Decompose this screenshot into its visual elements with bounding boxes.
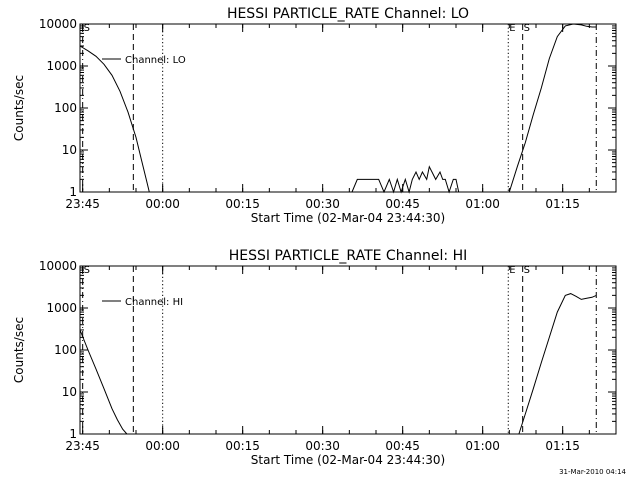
panel-2-x-tick-label: 01:15 [545,439,580,453]
panel-1-y-tick-label: 1 [69,185,77,199]
footer-timestamp: 31-Mar-2010 04:14 [559,468,626,476]
panel-1-legend-entry: Channel: LO [125,55,186,66]
panel-2-event-marker-label: S [84,265,90,276]
panel-2-y-tick-label: 10 [62,385,77,399]
panel-1-event-marker-label: S [84,23,90,34]
panel-2-series-line [518,293,597,435]
panel-1-title: HESSI PARTICLE_RATE Channel: LO [227,6,469,22]
panel-2-series-line [79,329,128,435]
panel-2-x-tick-label: 01:00 [465,439,500,453]
panel-1-series-line [508,23,597,193]
panel-1-x-axis-label: Start Time (02-Mar-04 23:44:30) [251,211,445,225]
panel-2-y-tick-label: 10000 [39,259,77,273]
panel-2-event-marker-label: S [524,265,530,276]
panel-2-y-tick-label: 100 [54,343,77,357]
panel-2-x-tick-label: 00:00 [145,439,180,453]
panel-1-x-tick-label: 00:30 [305,197,340,211]
panel-2-x-tick-label: 00:15 [225,439,260,453]
panel-2-title: HESSI PARTICLE_RATE Channel: HI [229,248,467,264]
panel-1-y-tick-label: 100 [54,101,77,115]
panel-1-x-tick-label: 00:45 [385,197,420,211]
panel-1-y-tick-label: 10000 [39,17,77,31]
panel-2-x-tick-label: 23:45 [65,439,100,453]
panel-2-event-marker-label: E [509,265,515,276]
panel-2-legend-entry: Channel: HI [125,297,183,308]
panel-1-x-tick-label: 23:45 [65,197,100,211]
panel-1-event-marker-label: S [524,23,530,34]
panel-2-y-axis-label: Counts/sec [12,317,26,383]
panel-2-plot-frame [79,265,617,435]
panel-1-series-line [351,165,460,194]
panel-2-y-tick-label: 1000 [46,301,77,315]
panel-1-y-tick-label: 1000 [46,59,77,73]
panel-1-series-line [79,45,150,193]
panel-2-x-axis-label: Start Time (02-Mar-04 23:44:30) [251,453,445,467]
panel-1-x-tick-label: 00:00 [145,197,180,211]
panel-1-x-tick-label: 01:00 [465,197,500,211]
panel-1-y-axis-label: Counts/sec [12,75,26,141]
panel-2-x-tick-label: 00:30 [305,439,340,453]
panel-1-x-tick-label: 00:15 [225,197,260,211]
panel-1-y-tick-label: 10 [62,143,77,157]
panel-1-event-marker-label: E [509,23,515,34]
panel-2-y-tick-label: 1 [69,427,77,441]
panel-1-x-tick-label: 01:15 [545,197,580,211]
panel-2-x-tick-label: 00:45 [385,439,420,453]
